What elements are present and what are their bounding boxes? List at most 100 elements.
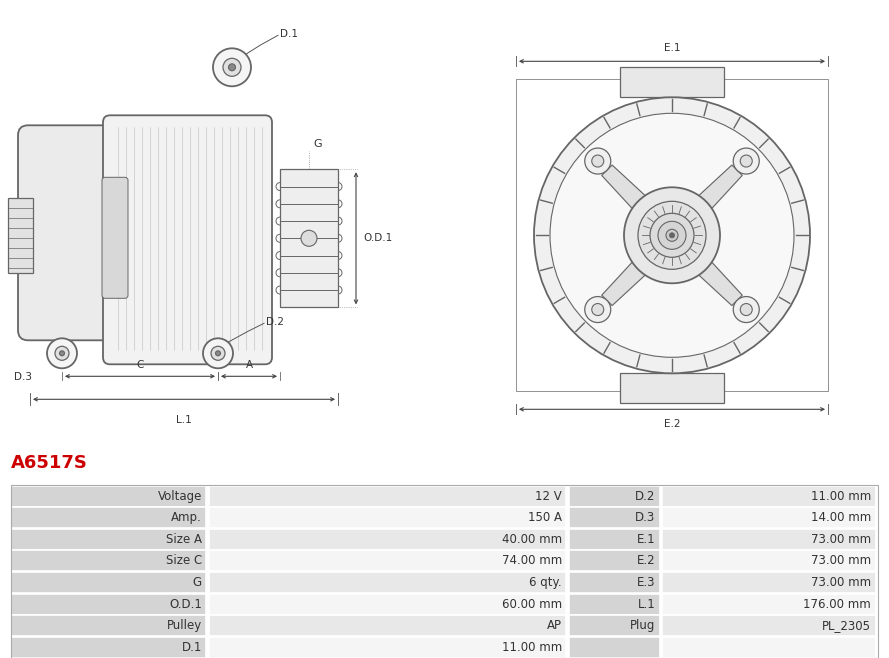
Bar bbox=[209, 594, 566, 615]
Text: 12 V: 12 V bbox=[535, 490, 562, 503]
Text: E.3: E.3 bbox=[637, 576, 655, 589]
FancyBboxPatch shape bbox=[103, 115, 272, 365]
Bar bbox=[11, 529, 206, 550]
Text: E.2: E.2 bbox=[664, 419, 680, 429]
Circle shape bbox=[47, 338, 77, 368]
Text: G: G bbox=[193, 576, 202, 589]
Text: D.2: D.2 bbox=[635, 490, 655, 503]
Circle shape bbox=[658, 221, 686, 249]
Text: 150 A: 150 A bbox=[528, 511, 562, 524]
Bar bbox=[11, 637, 206, 658]
Text: 11.00 mm: 11.00 mm bbox=[501, 641, 562, 653]
Text: Plug: Plug bbox=[629, 619, 655, 632]
Circle shape bbox=[534, 97, 810, 373]
Text: 74.00 mm: 74.00 mm bbox=[501, 555, 562, 567]
Circle shape bbox=[650, 213, 694, 257]
Bar bbox=[569, 529, 660, 550]
Bar bbox=[11, 486, 206, 507]
Circle shape bbox=[669, 233, 675, 238]
Bar bbox=[209, 572, 566, 593]
Bar bbox=[620, 67, 724, 97]
Text: Size C: Size C bbox=[165, 555, 202, 567]
Bar bbox=[662, 594, 876, 615]
Circle shape bbox=[213, 48, 251, 86]
Circle shape bbox=[203, 338, 233, 368]
Circle shape bbox=[215, 351, 220, 356]
Bar bbox=[209, 507, 566, 528]
Circle shape bbox=[733, 297, 759, 322]
Bar bbox=[209, 486, 566, 507]
Circle shape bbox=[55, 346, 69, 361]
Bar bbox=[11, 507, 206, 528]
Bar bbox=[569, 594, 660, 615]
Text: 176.00 mm: 176.00 mm bbox=[804, 597, 871, 611]
FancyBboxPatch shape bbox=[18, 125, 133, 340]
Bar bbox=[662, 529, 876, 550]
Circle shape bbox=[741, 155, 752, 167]
Text: PL_2305: PL_2305 bbox=[822, 619, 871, 632]
Bar bbox=[516, 80, 828, 392]
Circle shape bbox=[638, 201, 706, 269]
Bar bbox=[569, 615, 660, 636]
Text: 11.00 mm: 11.00 mm bbox=[811, 490, 871, 503]
Text: Amp.: Amp. bbox=[171, 511, 202, 524]
Text: 14.00 mm: 14.00 mm bbox=[811, 511, 871, 524]
Bar bbox=[8, 198, 33, 273]
Circle shape bbox=[223, 59, 241, 76]
Bar bbox=[662, 507, 876, 528]
Text: E.1: E.1 bbox=[664, 43, 680, 53]
Text: O.D.1: O.D.1 bbox=[169, 597, 202, 611]
Bar bbox=[11, 594, 206, 615]
Polygon shape bbox=[664, 165, 742, 243]
Bar bbox=[11, 550, 206, 571]
Bar bbox=[569, 507, 660, 528]
Text: Pulley: Pulley bbox=[166, 619, 202, 632]
Bar bbox=[662, 637, 876, 658]
Polygon shape bbox=[664, 228, 742, 305]
Bar bbox=[620, 373, 724, 403]
Circle shape bbox=[228, 64, 236, 71]
Text: 73.00 mm: 73.00 mm bbox=[811, 533, 871, 545]
Bar bbox=[662, 615, 876, 636]
Bar bbox=[209, 637, 566, 658]
Circle shape bbox=[741, 303, 752, 316]
Text: A6517S: A6517S bbox=[11, 454, 87, 472]
Text: D.3: D.3 bbox=[635, 511, 655, 524]
Bar bbox=[662, 550, 876, 571]
Text: 73.00 mm: 73.00 mm bbox=[811, 555, 871, 567]
Text: Size A: Size A bbox=[166, 533, 202, 545]
Text: O.D.1: O.D.1 bbox=[364, 234, 393, 243]
Text: E.1: E.1 bbox=[637, 533, 655, 545]
Text: D.1: D.1 bbox=[280, 30, 298, 39]
Circle shape bbox=[585, 148, 611, 174]
Bar bbox=[11, 615, 206, 636]
Text: 6 qty.: 6 qty. bbox=[529, 576, 562, 589]
Text: L.1: L.1 bbox=[176, 415, 192, 425]
Circle shape bbox=[592, 303, 604, 316]
Circle shape bbox=[301, 230, 317, 246]
Bar bbox=[662, 486, 876, 507]
Text: D.1: D.1 bbox=[181, 641, 202, 653]
Polygon shape bbox=[602, 228, 680, 305]
Bar bbox=[209, 615, 566, 636]
Text: 60.00 mm: 60.00 mm bbox=[501, 597, 562, 611]
Circle shape bbox=[624, 188, 720, 284]
Bar bbox=[569, 486, 660, 507]
Circle shape bbox=[592, 155, 604, 167]
Bar bbox=[11, 572, 206, 593]
Circle shape bbox=[585, 297, 611, 322]
FancyBboxPatch shape bbox=[102, 177, 128, 298]
Bar bbox=[11, 485, 878, 658]
Text: D.2: D.2 bbox=[266, 317, 284, 327]
Text: L.1: L.1 bbox=[637, 597, 655, 611]
Text: A: A bbox=[245, 361, 252, 370]
Bar bbox=[280, 169, 338, 307]
Text: 40.00 mm: 40.00 mm bbox=[501, 533, 562, 545]
Circle shape bbox=[60, 351, 65, 356]
Text: D.3: D.3 bbox=[14, 372, 32, 382]
Text: 73.00 mm: 73.00 mm bbox=[811, 576, 871, 589]
Bar bbox=[209, 550, 566, 571]
Bar bbox=[569, 572, 660, 593]
Text: AP: AP bbox=[547, 619, 562, 632]
Bar bbox=[209, 529, 566, 550]
